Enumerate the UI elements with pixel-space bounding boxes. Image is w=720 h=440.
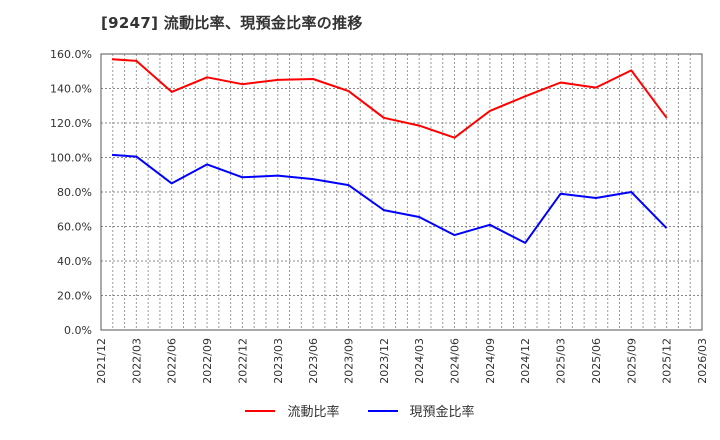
legend-swatch-red	[245, 409, 276, 412]
data-series	[111, 58, 668, 244]
x-tick-label: 2023/12	[378, 338, 391, 384]
x-tick-label: 2022/06	[166, 338, 179, 384]
legend-item-cash-ratio: 現預金比率	[367, 401, 475, 420]
x-tick-label: 2025/12	[661, 338, 674, 384]
grid-lines	[101, 54, 702, 330]
legend-label: 現預金比率	[409, 405, 475, 420]
y-tick-label: 60.0%	[57, 221, 92, 234]
x-tick-label: 2024/09	[484, 338, 497, 384]
x-tick-label: 2026/03	[696, 338, 709, 384]
x-tick-label: 2022/12	[236, 338, 249, 384]
x-tick-label: 2024/03	[413, 338, 426, 384]
x-axis: 2021/12 2022/03 2022/06 2022/09 2022/12 2023/…	[95, 338, 709, 384]
y-tick-label: 0.0%	[64, 324, 92, 337]
y-tick-label: 100.0%	[50, 152, 92, 165]
x-tick-label: 2025/06	[590, 338, 603, 384]
x-tick-label: 2025/03	[555, 338, 568, 384]
x-tick-label: 2023/03	[272, 338, 285, 384]
x-tick-label: 2023/09	[342, 338, 355, 384]
x-tick-label: 2024/12	[519, 338, 532, 384]
y-tick-label: 80.0%	[57, 186, 92, 199]
x-tick-label: 2022/03	[130, 338, 143, 384]
y-axis: 0.0% 20.0% 40.0% 60.0% 80.0% 100.0% 120.0% 140.…	[50, 48, 92, 337]
x-tick-label: 2025/09	[625, 338, 638, 384]
series-line	[111, 153, 668, 244]
chart-title: [9247] 流動比率、現預金比率の推移	[101, 14, 363, 32]
y-tick-label: 140.0%	[50, 83, 92, 96]
legend: 流動比率 現預金比率	[0, 401, 720, 420]
legend-swatch-blue	[367, 409, 398, 412]
y-tick-label: 40.0%	[57, 255, 92, 268]
x-tick-label: 2021/12	[95, 338, 108, 384]
plot-frame	[100, 53, 703, 331]
y-tick-label: 120.0%	[50, 117, 92, 130]
series-line	[111, 58, 668, 139]
y-tick-label: 160.0%	[50, 48, 92, 61]
x-tick-label: 2022/09	[201, 338, 214, 384]
y-tick-label: 20.0%	[57, 290, 92, 303]
x-tick-label: 2023/06	[307, 338, 320, 384]
x-tick-label: 2024/06	[449, 338, 462, 384]
legend-item-current-ratio: 流動比率	[245, 401, 340, 420]
legend-label: 流動比率	[287, 405, 340, 420]
